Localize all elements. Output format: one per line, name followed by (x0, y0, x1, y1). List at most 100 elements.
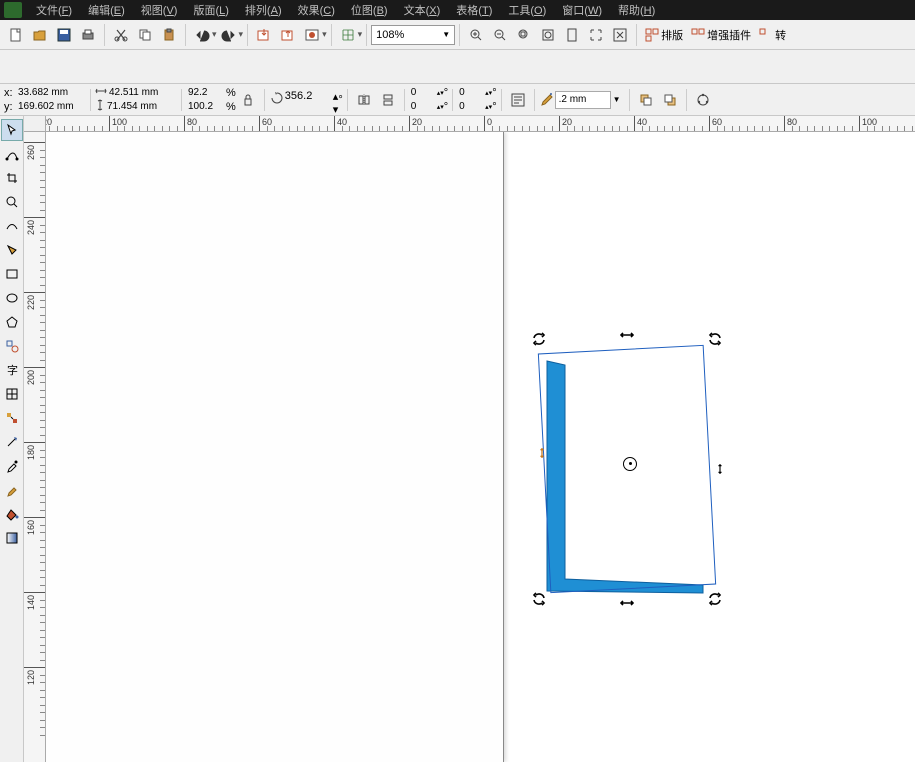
menu-a[interactable]: 排列(A) (237, 2, 290, 18)
menu-h[interactable]: 帮助(H) (610, 2, 663, 18)
save-button[interactable] (53, 24, 75, 46)
canvas[interactable] (46, 132, 915, 762)
zoom-page-button[interactable] (561, 24, 583, 46)
skew-handle-left[interactable] (537, 445, 547, 461)
x-field[interactable]: 33.682 mm (14, 56, 78, 74)
smart-fill-tool[interactable] (1, 239, 23, 261)
zoom-fit-button[interactable] (585, 24, 607, 46)
skew-v-field[interactable]: 0 (426, 56, 452, 74)
menu-l[interactable]: 版面(L) (185, 2, 236, 18)
mirror-h-button[interactable] (353, 89, 375, 111)
skew-v-spinner[interactable]: ▴▾ (454, 56, 466, 74)
rectangle-tool[interactable] (1, 263, 23, 285)
publish-button[interactable] (301, 24, 323, 46)
interactive-fill-tool[interactable] (1, 527, 23, 549)
zoom-in-button[interactable] (465, 24, 487, 46)
paste-button[interactable] (158, 24, 180, 46)
basic-shapes-tool[interactable] (1, 335, 23, 357)
eyedropper-tool[interactable] (1, 455, 23, 477)
rotation-spinner[interactable]: ▴▾ (324, 56, 336, 74)
scale-y-field[interactable]: 100.2 (186, 100, 226, 113)
menu-v[interactable]: 视图(V) (133, 2, 186, 18)
rotation-field[interactable]: 356.2 (272, 56, 322, 74)
zoom-all-button[interactable] (537, 24, 559, 46)
lock-ratio-button[interactable] (237, 89, 259, 111)
copy-button[interactable] (134, 24, 156, 46)
nudge-v-field[interactable]: 0 (457, 100, 485, 113)
skew-handle-bottom[interactable] (619, 597, 635, 609)
menu-b[interactable]: 位图(B) (343, 2, 396, 18)
width-icon (95, 86, 107, 99)
undo-button[interactable] (191, 24, 213, 46)
width-field[interactable]: 42.511 mm (102, 56, 166, 74)
rotate-handle-br[interactable] (707, 591, 723, 607)
snap-button[interactable] (337, 24, 359, 46)
enhance-plugin-button[interactable]: 增强插件 (687, 24, 755, 46)
import-button[interactable] (253, 24, 275, 46)
menu-o[interactable]: 工具(O) (500, 2, 554, 18)
width-field[interactable]: 42.511 mm (107, 86, 177, 99)
x-field[interactable]: 33.682 mm (16, 86, 86, 99)
outline-tool[interactable] (1, 479, 23, 501)
open-button[interactable] (29, 24, 51, 46)
cut-button[interactable] (110, 24, 132, 46)
to-front-button[interactable] (635, 89, 657, 111)
menu-f[interactable]: 文件(F) (28, 2, 80, 18)
menu-c[interactable]: 效果(C) (290, 2, 343, 18)
ruler-origin[interactable] (24, 116, 46, 132)
menu-x[interactable]: 文本(X) (396, 2, 449, 18)
zoom-combo[interactable]: 108%▼ (371, 25, 455, 45)
dup-h-field[interactable]: 0 (409, 86, 437, 99)
convert-curves-button[interactable] (692, 89, 714, 111)
paiban-button[interactable]: 排版 (641, 24, 687, 46)
dup-v-field[interactable]: 0 (409, 100, 437, 113)
redo-button[interactable] (218, 24, 240, 46)
work-area: 字 12010080604020020406080100 26024022020… (0, 116, 915, 762)
fill-tool[interactable] (1, 503, 23, 525)
table-tool[interactable] (1, 383, 23, 405)
skew-h-field[interactable]: 0 (368, 56, 394, 74)
to-back-button[interactable] (659, 89, 681, 111)
new-button[interactable] (5, 24, 27, 46)
vertical-ruler[interactable]: 260240220200180160140120 (24, 132, 46, 762)
selected-object[interactable] (541, 339, 713, 599)
nudge-h-field[interactable]: 0 (457, 86, 485, 99)
polygon-tool[interactable] (1, 311, 23, 333)
horizontal-ruler[interactable]: 12010080604020020406080100 (46, 116, 915, 132)
scale-x-field[interactable]: 92.2 (186, 86, 226, 99)
menu-e[interactable]: 编辑(E) (80, 2, 133, 18)
y-field[interactable]: 169.602 mm (16, 100, 86, 113)
skew-handle-right[interactable] (715, 461, 725, 477)
outline-pen-icon (498, 56, 516, 74)
freehand-tool[interactable] (1, 215, 23, 237)
scale-x-field[interactable]: 92.2 (182, 56, 228, 74)
property-bar: x: 33.682 mm 42.511 mm 92.2 % 356.2 ▴▾ °… (0, 50, 915, 80)
menu-w[interactable]: 窗口(W) (554, 2, 610, 18)
wrap-text-button[interactable] (507, 89, 529, 111)
skew-h-spinner[interactable]: ▴▾ (396, 56, 408, 74)
convert-button[interactable]: 转 (755, 24, 790, 46)
skew-handle-top[interactable] (619, 329, 635, 341)
ellipse-tool[interactable] (1, 287, 23, 309)
zoom-out-button[interactable] (489, 24, 511, 46)
rotate-handle-bl[interactable] (531, 591, 547, 607)
zoom-selection-button[interactable] (513, 24, 535, 46)
mirror-v-button[interactable] (377, 89, 399, 111)
menu-t[interactable]: 表格(T) (448, 2, 500, 18)
interactive-tool[interactable] (1, 431, 23, 453)
crop-tool[interactable] (1, 167, 23, 189)
print-button[interactable] (77, 24, 99, 46)
zoom-tool[interactable] (1, 191, 23, 213)
full-screen-button[interactable] (609, 24, 631, 46)
outline-width-field[interactable]: .2 mm (555, 91, 611, 109)
rotation-field[interactable]: 356.2 (285, 90, 333, 110)
export-button[interactable] (277, 24, 299, 46)
outline-width-field[interactable]: .2 mm (518, 56, 574, 74)
rotate-handle-tl[interactable] (531, 331, 547, 347)
height-field[interactable]: 71.454 mm (105, 100, 175, 113)
dimension-tool[interactable] (1, 407, 23, 429)
pick-tool[interactable] (1, 119, 23, 141)
text-tool[interactable]: 字 (1, 359, 23, 381)
shape-tool[interactable] (1, 143, 23, 165)
rotate-handle-tr[interactable] (707, 331, 723, 347)
